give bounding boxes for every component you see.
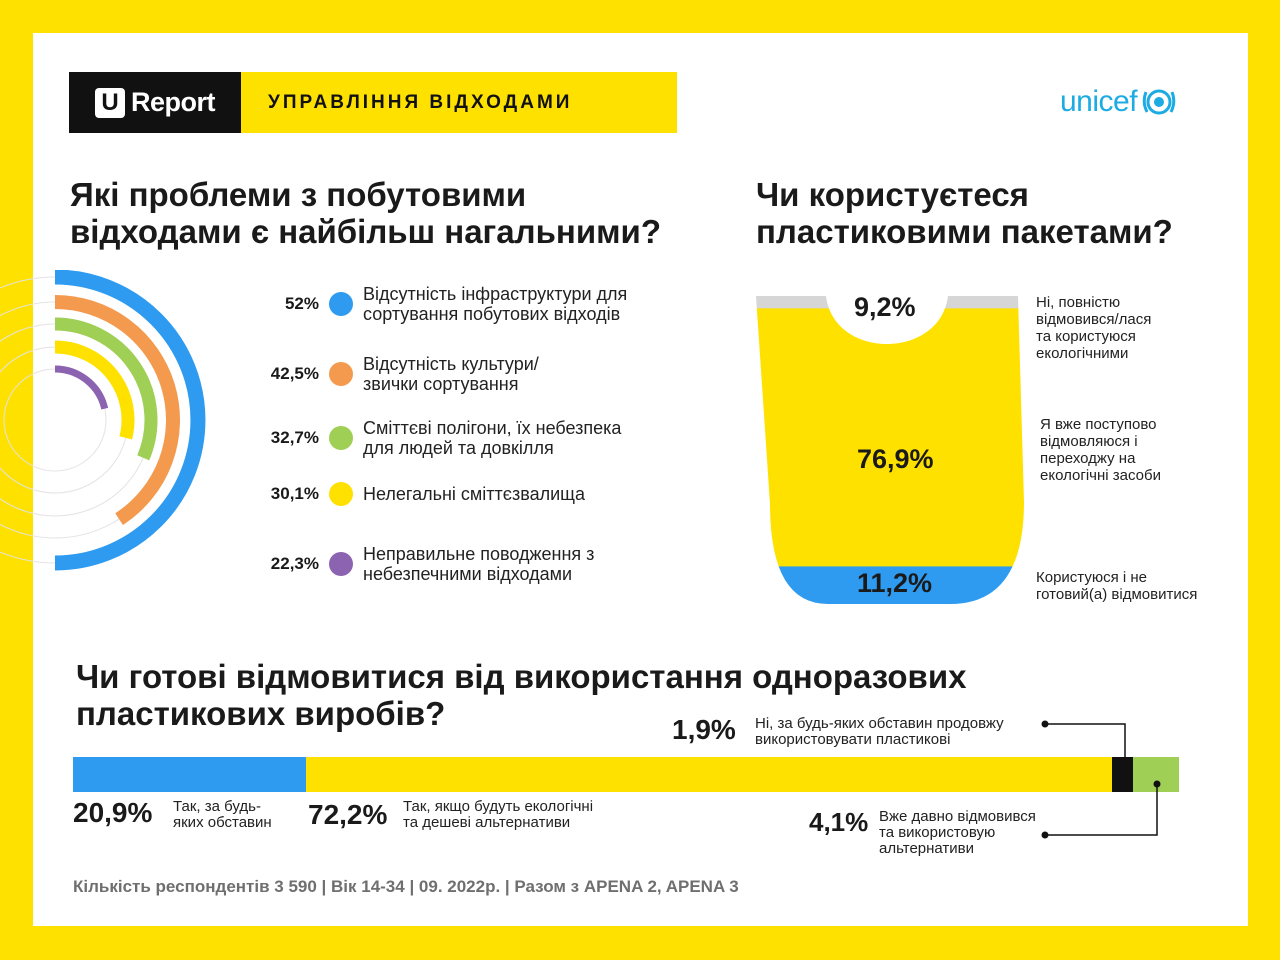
bar-segment-yes-if-alternatives — [306, 757, 1113, 792]
radial-bar-arc — [54, 340, 135, 440]
bags-title-line: пластиковими пакетами? — [756, 213, 1173, 250]
legend-value: 22,3% — [270, 554, 319, 573]
legend-dot-icon — [329, 362, 353, 386]
note-line: та використовую — [879, 824, 996, 841]
bag-note-using: Користуюся і не готовий(а) відмовитися — [1036, 569, 1197, 603]
bar-segment-no — [1112, 757, 1134, 792]
note-line: відмовляюся і — [1040, 433, 1138, 450]
leader-line-already — [1045, 784, 1158, 836]
legend-label: Сміттєві полігони, їх небезпека для люде… — [363, 418, 621, 458]
legend-value: 30,1% — [270, 484, 319, 503]
bag-pictogram-chart — [756, 296, 1024, 604]
problems-title-line: відходами є найбільш нагальними? — [70, 213, 661, 250]
leader-dot-already — [1153, 780, 1161, 788]
radial-bar-arc — [54, 317, 158, 461]
note-line: Так, якщо будуть екологічні — [403, 798, 594, 815]
bag-note-transitioning: Я вже поступово відмовляюся і переходжу … — [1040, 416, 1161, 484]
bar-note-yes-any: Так, за будь- яких обставин — [173, 799, 272, 831]
legend-label-line: звички сортування — [363, 374, 519, 394]
footer-source: Кількість респондентів 3 590 | Вік 14-34… — [73, 877, 739, 896]
note-line: Так, за будь- — [173, 798, 261, 815]
legend-value: 32,7% — [270, 428, 319, 447]
legend-value: 42,5% — [270, 364, 319, 383]
legend-dot-icon — [329, 426, 353, 450]
legend-label: Неправильне поводження з небезпечними ві… — [363, 544, 594, 584]
header-bar: УПРАВЛІННЯ ВІДХОДАМИ — [241, 72, 677, 133]
leader-line-no — [1045, 723, 1126, 760]
note-line: альтернативи — [879, 840, 975, 857]
radial-bar-arc — [54, 270, 206, 571]
bar-value-already: 4,1% — [809, 807, 869, 837]
legend-label: Відсутність культури/ звички сортування — [363, 354, 539, 394]
note-line: та дешеві альтернативи — [403, 814, 571, 831]
problems-title-line: Які проблеми з побутовими — [70, 176, 527, 213]
unicef-wordmark: unicef — [1060, 85, 1138, 118]
legend-row: 22,3% Неправильне поводження з небезпечн… — [255, 544, 695, 584]
bag-value-using: 11,2% — [857, 568, 933, 598]
refuse-title-line: Чи готові відмовитися від використання о… — [76, 658, 967, 695]
bags-title: Чи користуєтеся пластиковими пакетами? — [756, 176, 1173, 250]
note-line: відмовився/лася — [1036, 311, 1152, 328]
bar-segment-yes-any — [73, 757, 307, 792]
note-line: Вже давно відмовився — [879, 808, 1036, 825]
note-line: переходжу на — [1040, 450, 1136, 467]
legend-label-line: Нелегальні сміттєзвалища — [363, 484, 585, 504]
legend-label-line: Відсутність культури/ — [363, 354, 539, 374]
note-line: готовий(а) відмовитися — [1036, 586, 1198, 603]
bag-value-refused: 9,2% — [854, 292, 916, 322]
legend-dot-icon — [329, 482, 353, 506]
legend-dot-icon — [329, 292, 353, 316]
note-line: екологічні засоби — [1040, 467, 1161, 484]
problems-title: Які проблеми з побутовими відходами є на… — [70, 176, 661, 250]
bar-value-no: 1,9% — [672, 714, 736, 745]
bag-value-transitioning: 76,9% — [857, 444, 934, 474]
bag-note-refused: Ні, повністю відмовився/лася та користую… — [1036, 294, 1151, 362]
legend-row: 30,1% Нелегальні сміттєзвалища — [255, 482, 695, 506]
legend-label-line: Неправильне поводження з — [363, 544, 595, 564]
legend-label-line: сортування побутових відходів — [363, 304, 621, 324]
legend-row: 42,5% Відсутність культури/ звички сорту… — [255, 354, 695, 394]
legend-label-line: небезпечними відходами — [363, 564, 573, 584]
radial-bar-chart — [0, 270, 206, 571]
ureport-wordmark: Report — [131, 87, 216, 117]
bag-segment-yellow — [756, 308, 1024, 567]
legend-value: 52% — [284, 294, 319, 313]
bags-title-line: Чи користуєтеся — [756, 176, 1029, 213]
legend-row: 52% Відсутність інфраструктури для сорту… — [255, 284, 695, 324]
legend-label-line: Сміттєві полігони, їх небезпека — [363, 418, 622, 438]
legend-label-line: для людей та довкілля — [363, 438, 554, 458]
note-line: Користуюся і не — [1036, 569, 1148, 586]
note-line: та користуюся — [1036, 328, 1136, 345]
leader-dot-already-end — [1041, 831, 1049, 839]
legend-dot-icon — [329, 552, 353, 576]
radial-bar-arc — [54, 295, 180, 525]
legend-label: Відсутність інфраструктури для сортуванн… — [363, 284, 627, 324]
leader-dot-no — [1041, 720, 1049, 728]
unicef-logo: unicef — [1060, 84, 1178, 120]
radial-bar-arc — [54, 365, 109, 410]
bar-note-no: Ні, за будь-яких обставин продовжу викор… — [755, 716, 1004, 748]
legend-label: Нелегальні сміттєзвалища — [363, 484, 585, 504]
refuse-title-line: пластикових виробів? — [76, 695, 446, 732]
note-line: екологічними — [1036, 345, 1129, 362]
bar-note-already: Вже давно відмовився та використовую аль… — [879, 809, 1036, 857]
legend-label-line: Відсутність інфраструктури для — [363, 284, 628, 304]
legend-row: 32,7% Сміттєві полігони, їх небезпека дл… — [255, 418, 695, 458]
bar-note-yes-if: Так, якщо будуть екологічні та дешеві ал… — [403, 799, 593, 831]
note-line: Ні, повністю — [1036, 294, 1121, 311]
page-title: УПРАВЛІННЯ ВІДХОДАМИ — [268, 91, 573, 113]
refuse-title: Чи готові відмовитися від використання о… — [76, 658, 966, 732]
note-line: використовувати пластикові — [755, 731, 951, 748]
note-line: Я вже поступово — [1040, 416, 1157, 433]
bar-value-yes-if: 72,2% — [308, 799, 388, 830]
note-line: Ні, за будь-яких обставин продовжу — [755, 715, 1004, 732]
unicef-emblem-icon — [1142, 89, 1176, 115]
note-line: яких обставин — [173, 814, 272, 831]
ureport-logo: U Report — [69, 72, 241, 133]
bar-value-yes-any: 20,9% — [73, 797, 153, 828]
ureport-u-mark: U — [95, 87, 125, 118]
